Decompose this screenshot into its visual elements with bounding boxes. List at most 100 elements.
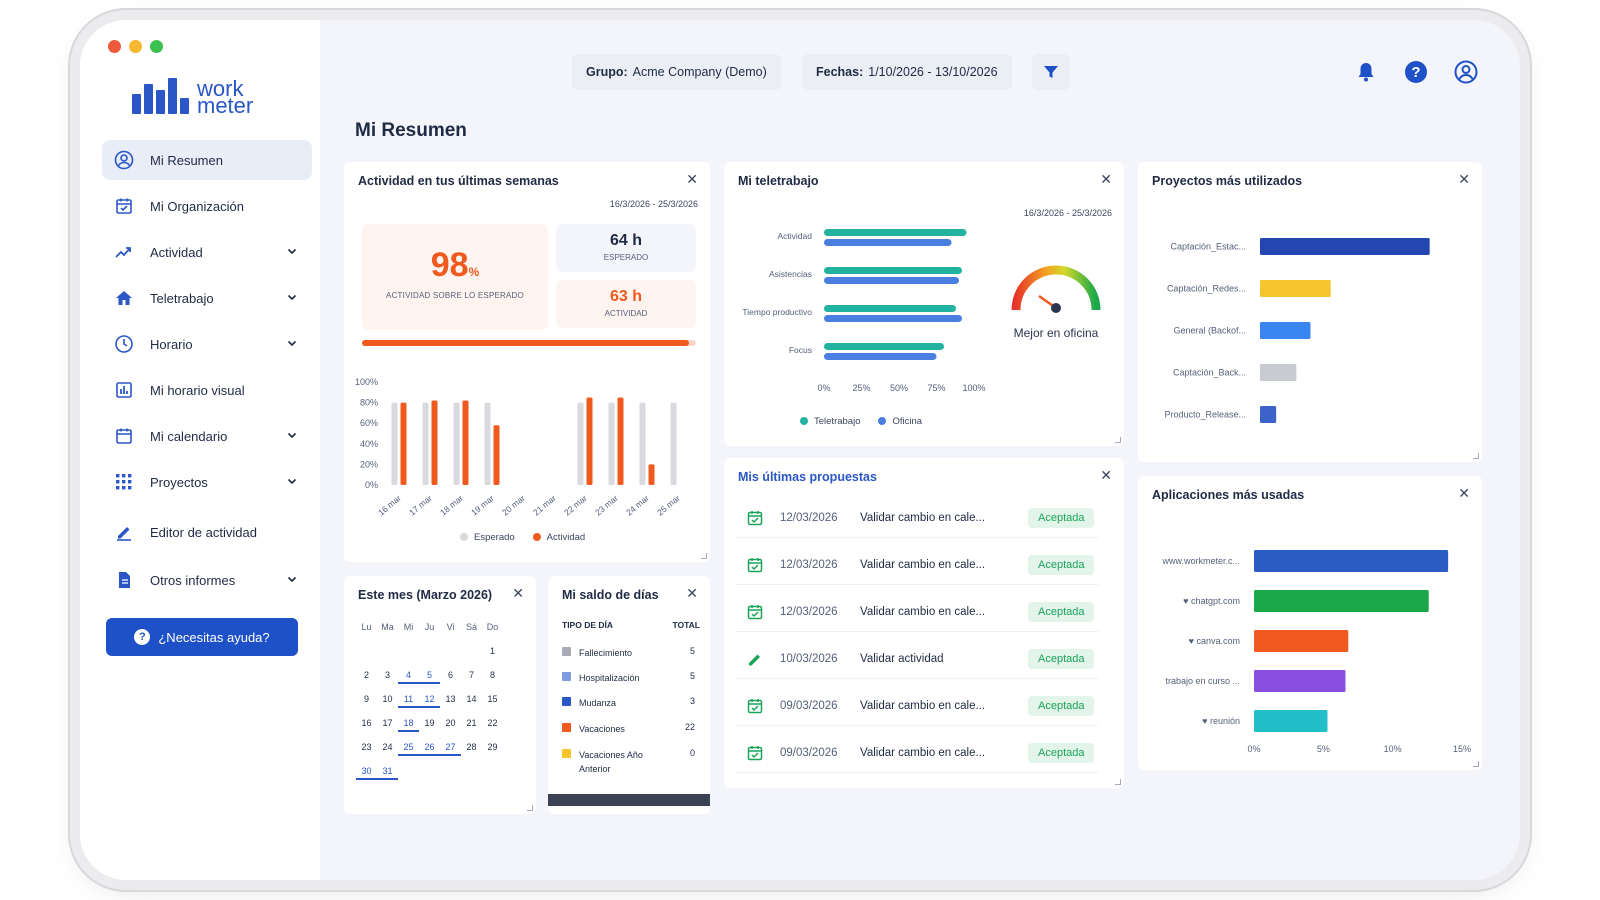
weekday-label: Ma <box>381 622 394 632</box>
sidebar-item-label: Mi Organización <box>150 198 244 214</box>
calendar-day[interactable]: 5 <box>419 668 440 684</box>
group-selector[interactable]: Grupo: Acme Company (Demo) <box>572 54 781 90</box>
resize-handle[interactable] <box>527 805 533 811</box>
close-icon[interactable]: ✕ <box>512 585 524 601</box>
calendar-day[interactable]: 17 <box>382 718 393 728</box>
sidebar-item-horario[interactable]: Horario <box>102 324 312 364</box>
maximize-window-button[interactable] <box>150 40 163 53</box>
activity-percent-box: 98% ACTIVIDAD SOBRE LO ESPERADO <box>362 224 548 330</box>
balance-scrollbar[interactable] <box>548 794 710 806</box>
close-icon[interactable]: ✕ <box>1458 485 1470 501</box>
close-icon[interactable]: ✕ <box>1100 467 1112 483</box>
close-icon[interactable]: ✕ <box>686 171 698 187</box>
proposal-row[interactable]: 09/03/2026 Validar cambio en cale... Acept… <box>736 686 1098 726</box>
bar-actual <box>400 402 407 485</box>
help-button[interactable]: ? ¿Necesitas ayuda? <box>106 618 298 656</box>
calendar-day[interactable]: 9 <box>363 694 369 704</box>
calendar-day[interactable]: 19 <box>424 718 435 728</box>
bar <box>1254 550 1449 572</box>
calendar-day[interactable]: 24 <box>382 742 393 752</box>
bell-icon[interactable] <box>1354 60 1378 84</box>
apps-card: Aplicaciones más usadas ✕ www.workmeter.… <box>1138 476 1482 770</box>
calendar-day[interactable]: 7 <box>468 670 474 680</box>
calendar-empty-cell <box>419 644 440 660</box>
close-window-button[interactable] <box>108 40 121 53</box>
chevron-down-icon[interactable] <box>286 429 298 444</box>
calendar-day[interactable]: 1 <box>489 646 495 656</box>
sidebar-item-mi-organizacion[interactable]: Mi Organización <box>102 186 312 226</box>
svg-text:?: ? <box>1411 64 1420 81</box>
calendar-day[interactable]: 31 <box>377 764 398 780</box>
workmeter-logo[interactable]: work meter <box>132 78 253 117</box>
balance-total: 3 <box>689 696 695 706</box>
calendar-day[interactable]: 26 <box>419 740 440 756</box>
calendar-day[interactable]: 23 <box>361 742 372 752</box>
proposal-row[interactable]: 12/03/2026 Validar cambio en cale... Acept… <box>736 592 1098 632</box>
close-icon[interactable]: ✕ <box>1100 171 1112 187</box>
chevron-down-icon[interactable] <box>286 245 298 260</box>
resize-handle[interactable] <box>1115 779 1121 785</box>
sidebar-item-mi-calendario[interactable]: Mi calendario <box>102 416 312 456</box>
filter-button[interactable] <box>1032 54 1070 90</box>
chevron-down-icon[interactable] <box>286 337 298 352</box>
proposal-text: Validar cambio en cale... <box>860 699 986 712</box>
calendar-day[interactable]: 18 <box>398 716 419 732</box>
user-account-icon[interactable] <box>1454 60 1478 84</box>
calendar-day[interactable]: 4 <box>398 668 419 684</box>
chevron-down-icon[interactable] <box>286 475 298 490</box>
sidebar-item-mi-horario-visual[interactable]: Mi horario visual <box>102 370 312 410</box>
resize-handle[interactable] <box>1473 761 1479 767</box>
resize-handle[interactable] <box>1115 437 1121 443</box>
expected-hours-label: ESPERADO <box>603 253 649 262</box>
proposal-date: 09/03/2026 <box>780 746 838 759</box>
calendar-day[interactable]: 27 <box>440 740 461 756</box>
calendar-day[interactable]: 21 <box>466 718 477 728</box>
calendar-day[interactable]: 10 <box>382 694 393 704</box>
proposal-row[interactable]: 12/03/2026 Validar cambio en cale... Acept… <box>736 498 1098 538</box>
close-icon[interactable]: ✕ <box>686 585 698 601</box>
calendar-day[interactable]: 28 <box>466 742 477 752</box>
minimize-window-button[interactable] <box>129 40 142 53</box>
x-tick-label: 22 mar <box>562 493 589 518</box>
calendar-day[interactable]: 20 <box>445 718 456 728</box>
calendar-day[interactable]: 8 <box>489 670 495 680</box>
weekday-label: Vi <box>446 622 455 632</box>
sidebar-item-proyectos[interactable]: Proyectos <box>102 462 312 502</box>
sidebar-item-mi-resumen[interactable]: Mi Resumen <box>102 140 312 180</box>
calendar-day[interactable]: 11 <box>398 692 419 708</box>
calendar-day[interactable]: 16 <box>361 718 372 728</box>
sidebar-item-actividad[interactable]: Actividad <box>102 232 312 272</box>
y-tick-label: Tiempo productivo <box>742 307 812 317</box>
proposal-row[interactable]: 12/03/2026 Validar cambio en cale... Acept… <box>736 545 1098 585</box>
calendar-day[interactable]: 13 <box>445 694 456 704</box>
proposal-row[interactable]: 09/03/2026 Validar cambio en cale... Acept… <box>736 733 1098 773</box>
calendar-day[interactable]: 3 <box>384 670 390 680</box>
calendar-day[interactable]: 22 <box>487 718 498 728</box>
calendar-day[interactable]: 30 <box>356 764 377 780</box>
proposal-row[interactable]: 10/03/2026 Validar actividad Aceptada <box>736 639 1098 679</box>
calendar-day[interactable]: 12 <box>419 692 440 708</box>
close-icon[interactable]: ✕ <box>1458 171 1470 187</box>
resize-handle[interactable] <box>1473 453 1479 459</box>
resize-handle[interactable] <box>701 553 707 559</box>
x-tick-label: 19 mar <box>469 493 496 518</box>
calendar-day[interactable]: 29 <box>487 742 498 752</box>
calendar-day[interactable]: 15 <box>487 694 498 704</box>
calendar-day[interactable]: 2 <box>363 670 369 680</box>
x-tick-label: 24 mar <box>624 493 651 518</box>
expected-hours-box: 64 h ESPERADO <box>556 224 696 272</box>
y-tick-label: ♥ canva.com <box>1189 636 1240 646</box>
sidebar-item-teletrabajo[interactable]: Teletrabajo <box>102 278 312 318</box>
chevron-down-icon[interactable] <box>286 291 298 306</box>
chevron-down-icon[interactable] <box>286 573 298 588</box>
calendar-day[interactable]: 25 <box>398 740 419 756</box>
calendar-check-icon <box>114 196 134 216</box>
x-tick-label: 75% <box>927 383 945 393</box>
date-range-selector[interactable]: Fechas: 1/10/2026 - 13/10/2026 <box>802 54 1012 90</box>
y-tick-label: 100% <box>355 377 378 387</box>
calendar-day[interactable]: 14 <box>466 694 477 704</box>
sidebar-item-editor-de-actividad[interactable]: Editor de actividad <box>102 512 312 552</box>
sidebar-item-otros-informes[interactable]: Otros informes <box>102 560 312 600</box>
calendar-day[interactable]: 6 <box>447 670 453 680</box>
help-circle-icon[interactable]: ? <box>1404 60 1428 84</box>
